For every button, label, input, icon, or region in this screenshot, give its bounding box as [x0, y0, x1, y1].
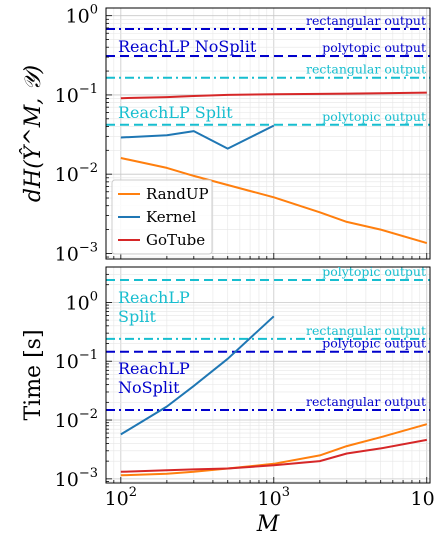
x-tick-label: 104 — [411, 485, 435, 510]
y-tick-label: 100 — [66, 3, 98, 28]
legend-label-randup: RandUP — [146, 185, 209, 203]
y-tick-label: 10−3 — [55, 240, 98, 265]
y-tick-label: 10−1 — [55, 348, 98, 373]
reference-line-label: polytopic output — [322, 109, 426, 124]
legend: RandUP Kernel GoTube — [111, 179, 213, 255]
series-line-gotube — [120, 438, 427, 473]
legend-box — [111, 179, 213, 255]
series-line-gotube — [120, 91, 427, 100]
series-line-kernel — [120, 315, 275, 436]
reference-line-label: polytopic output — [322, 336, 426, 351]
x-axis-label: M — [256, 512, 280, 537]
bottom-x-ticks: 102 103 104 — [105, 477, 435, 510]
top-annotations: rectangular output polytopic output rectan… — [118, 13, 426, 124]
y-tick-label: 10−2 — [55, 161, 98, 186]
x-tick-label: 103 — [258, 485, 290, 510]
reference-line-label: polytopic output — [322, 40, 426, 55]
bottom-plot-frame — [105, 266, 431, 484]
x-tick-label: 102 — [105, 485, 137, 510]
reference-line-label: polytopic output — [322, 264, 426, 279]
series-line-kernel — [120, 124, 275, 150]
group-label-reachlp-nosplit: ReachLP NoSplit — [118, 37, 257, 56]
y-tick-label: 10−2 — [55, 407, 98, 432]
top-plot-frame — [105, 7, 431, 260]
bottom-panel: 100 10−1 10−2 10−3 102 103 104 polytopic outp… — [21, 264, 435, 537]
y-tick-label: 10−3 — [55, 466, 98, 491]
top-y-axis-label: dH(Ŷ^M, 𝒴) — [19, 65, 46, 202]
bottom-y-axis-label: Time [s] — [21, 329, 46, 420]
reference-line-label: rectangular output — [306, 323, 426, 338]
series-line-randup — [120, 423, 428, 477]
bottom-reference-lines — [106, 279, 430, 412]
top-panel: 100 10−1 10−2 10−3 rectangular output polyto… — [19, 3, 431, 265]
reference-line-label: rectangular output — [306, 13, 426, 28]
bottom-y-ticks: 100 10−1 10−2 10−3 — [55, 266, 112, 491]
group-label-reachlp-split: ReachLP Split — [118, 103, 233, 122]
y-tick-label: 100 — [66, 289, 98, 314]
series-line-randup — [120, 157, 428, 245]
top-reference-lines — [106, 27, 430, 126]
group-label-reachlp-nosplit: ReachLP NoSplit — [118, 359, 190, 397]
group-label-reachlp-split: ReachLP Split — [118, 288, 190, 326]
top-y-ticks: 100 10−1 10−2 10−3 — [55, 3, 112, 265]
top-series — [120, 91, 428, 245]
y-tick-label: 10−1 — [55, 82, 98, 107]
legend-label-kernel: Kernel — [146, 208, 196, 226]
reference-line-label: rectangular output — [306, 394, 426, 409]
bottom-series — [120, 315, 428, 477]
legend-label-gotube: GoTube — [146, 231, 205, 249]
reference-line-label: rectangular output — [306, 62, 426, 77]
